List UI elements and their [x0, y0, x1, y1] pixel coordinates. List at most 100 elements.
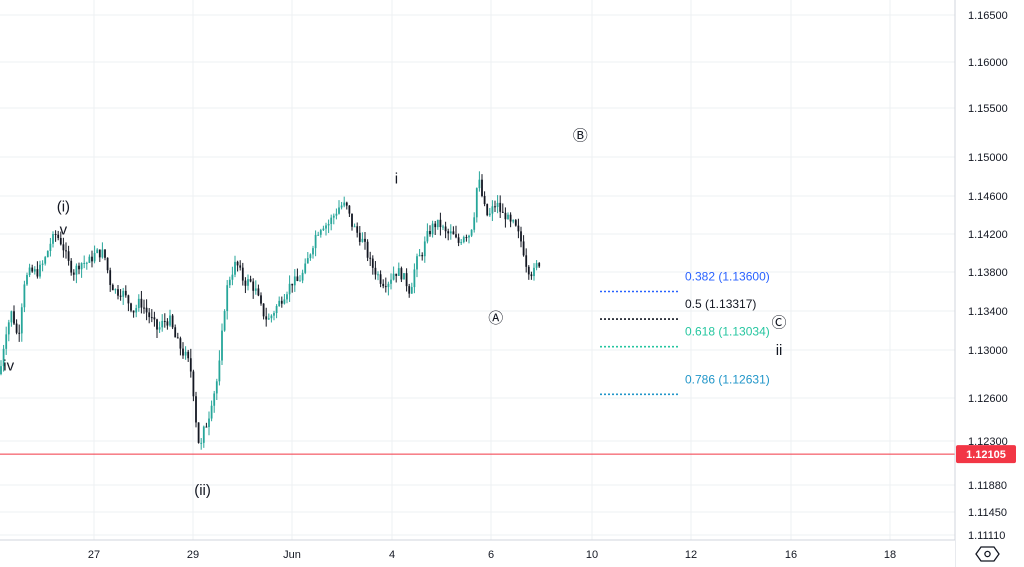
fib-levels[interactable]: 0.382 (1.13600) 0.5 (1.13317) 0.618 (1.130… — [600, 270, 770, 396]
candle-body — [488, 213, 491, 216]
candle-body — [512, 220, 515, 222]
candle-body — [234, 261, 236, 275]
price-tick-label: 1.15500 — [968, 103, 1008, 115]
candle-body — [280, 300, 283, 304]
candle-body — [387, 283, 390, 288]
candle-body — [338, 207, 340, 214]
candle-body — [179, 338, 182, 349]
candle-body — [223, 311, 226, 331]
candle-body — [538, 263, 541, 267]
candle-body — [135, 308, 138, 313]
candle-body — [449, 231, 452, 234]
time-tick-label: 12 — [685, 549, 697, 561]
candle-body — [91, 256, 93, 262]
candle-body — [169, 315, 171, 326]
candle-body — [88, 256, 91, 263]
candle-body — [473, 217, 476, 230]
candle-body — [442, 226, 444, 228]
candle-body — [319, 230, 322, 235]
time-axis-background[interactable] — [0, 540, 955, 567]
candle-body — [444, 226, 447, 232]
candle-body — [421, 255, 424, 257]
candle-body — [262, 303, 265, 317]
candle-body — [31, 267, 34, 272]
candle-body — [247, 279, 249, 286]
candle-body — [332, 215, 335, 218]
candle-body — [239, 265, 242, 268]
candle-body — [59, 237, 62, 245]
candle-body — [182, 348, 184, 356]
price-tick-label: 1.13000 — [968, 345, 1008, 357]
settings-icon[interactable] — [975, 546, 1000, 562]
current-price-badge: 1.12105 — [956, 445, 1016, 464]
candle-body — [5, 334, 8, 349]
candle-body — [46, 250, 49, 258]
candle-body — [520, 231, 522, 242]
candle-body — [501, 211, 504, 213]
candle-body — [455, 234, 457, 238]
candle-body — [49, 243, 52, 251]
candle-body — [351, 213, 353, 227]
price-axis[interactable]: 1.16500 1.16000 1.15500 1.15000 1.14600 1.142… — [968, 10, 1008, 542]
candle-body — [44, 257, 47, 264]
price-tick-label: 1.13400 — [968, 306, 1008, 318]
candle-body — [205, 426, 208, 428]
candle-body — [252, 281, 255, 291]
price-tick-label: 1.16500 — [968, 10, 1008, 22]
candle-body — [210, 405, 213, 419]
candle-body — [507, 214, 509, 220]
candle-body — [119, 295, 122, 297]
candle-body — [379, 274, 382, 284]
wave-label: Ⓒ — [772, 315, 787, 332]
candle-body — [122, 290, 125, 297]
candle-body — [249, 279, 252, 282]
candle-body — [340, 205, 343, 208]
candle-body — [36, 269, 39, 277]
candle-body — [325, 225, 327, 229]
candle-body — [483, 195, 486, 205]
candle-body — [288, 283, 291, 295]
wave-label: i — [395, 170, 398, 187]
candle-body — [85, 262, 88, 264]
candle-body — [114, 289, 117, 291]
candle-body — [208, 418, 210, 428]
candle-body — [312, 248, 314, 255]
candle-body — [527, 266, 530, 275]
candle-body — [80, 263, 83, 270]
candle-body — [231, 274, 234, 280]
candle-body — [327, 223, 330, 226]
candle-body — [124, 290, 127, 296]
candle-body — [496, 202, 499, 208]
candle-body — [195, 396, 197, 423]
candle-body — [306, 258, 309, 264]
candle-body — [96, 249, 99, 253]
candle-body — [26, 275, 28, 285]
candle-body — [374, 267, 377, 275]
candle-body — [330, 217, 333, 224]
candle-body — [353, 226, 356, 228]
candle-body — [221, 330, 223, 361]
wave-label: iv — [3, 358, 14, 375]
candle-body — [200, 442, 203, 444]
candle-body — [111, 284, 114, 291]
time-tick-label: 18 — [884, 549, 896, 561]
candle-body — [314, 234, 317, 249]
candle-body — [57, 234, 60, 238]
candle-body — [371, 258, 374, 268]
candle-body — [65, 250, 67, 252]
candle-body — [184, 351, 187, 356]
candle-body — [335, 213, 338, 216]
candle-body — [390, 279, 392, 284]
time-tick-label: 6 — [488, 549, 494, 561]
time-axis[interactable]: 27 29 Jun 4 6 10 12 16 18 — [88, 549, 896, 561]
candle-body — [405, 273, 408, 287]
candle-body — [78, 265, 80, 270]
candle-body — [10, 311, 13, 323]
candle-body — [187, 351, 190, 359]
candle-body — [301, 272, 304, 281]
candles-layer — [0, 171, 541, 450]
fib-level-label: 0.786 (1.12631) — [685, 372, 770, 386]
wave-labels: (i)viv(ii)iⒶⒷⒸiiiiiiv — [3, 49, 988, 499]
candle-body — [257, 288, 260, 296]
